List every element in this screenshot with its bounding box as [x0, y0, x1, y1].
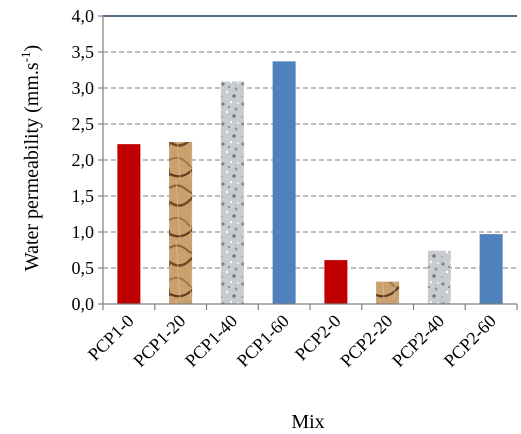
- bar-pcp1-0: [117, 144, 141, 304]
- bar-pcp1-20: [169, 142, 193, 304]
- y-tick-label: 2,5: [72, 114, 95, 134]
- x-tick-labels: PCP1-0PCP1-20PCP1-40PCP1-60PCP2-0PCP2-20…: [84, 311, 500, 371]
- bar-pcp2-0: [324, 260, 348, 304]
- x-tick-label: PCP1-40: [181, 311, 241, 371]
- y-axis-title-close: ): [21, 45, 43, 52]
- bar-pcp1-60: [272, 61, 296, 304]
- y-tick-label: 3,0: [72, 78, 95, 98]
- axes: [98, 15, 518, 310]
- gridlines: [103, 51, 517, 269]
- y-tick-label: 1,0: [72, 222, 95, 242]
- y-axis-title-superscript: -1: [18, 51, 33, 62]
- x-tick-label: PCP1-20: [129, 311, 189, 371]
- y-axis-title: Water permeability (mm.s-1): [18, 45, 43, 271]
- x-tick-label: PCP1-60: [233, 311, 293, 371]
- x-axis-title: Mix: [291, 411, 324, 433]
- x-tick-label: PCP2-20: [336, 311, 396, 371]
- y-tick-label: 0,0: [72, 294, 95, 314]
- bars: [117, 61, 503, 305]
- y-axis-title-main: Water permeability (mm.s: [21, 62, 43, 271]
- bar-pcp2-20: [376, 281, 400, 304]
- bar-pcp1-40: [220, 81, 244, 305]
- y-tick-label: 1,5: [72, 186, 95, 206]
- bar-pcp2-40: [427, 250, 451, 304]
- y-tick-label: 3,5: [72, 42, 95, 62]
- y-tick-label: 4,0: [72, 6, 95, 26]
- x-tick-label: PCP2-40: [388, 311, 448, 371]
- x-tick-label: PCP2-60: [440, 311, 500, 371]
- y-tick-labels: 0,0 0,5 1,0 1,5 2,0 2,5 3,0 3,5 4,0: [72, 6, 95, 314]
- y-tick-label: 0,5: [72, 258, 95, 278]
- y-tick-label: 2,0: [72, 150, 95, 170]
- bar-pcp2-60: [479, 234, 503, 304]
